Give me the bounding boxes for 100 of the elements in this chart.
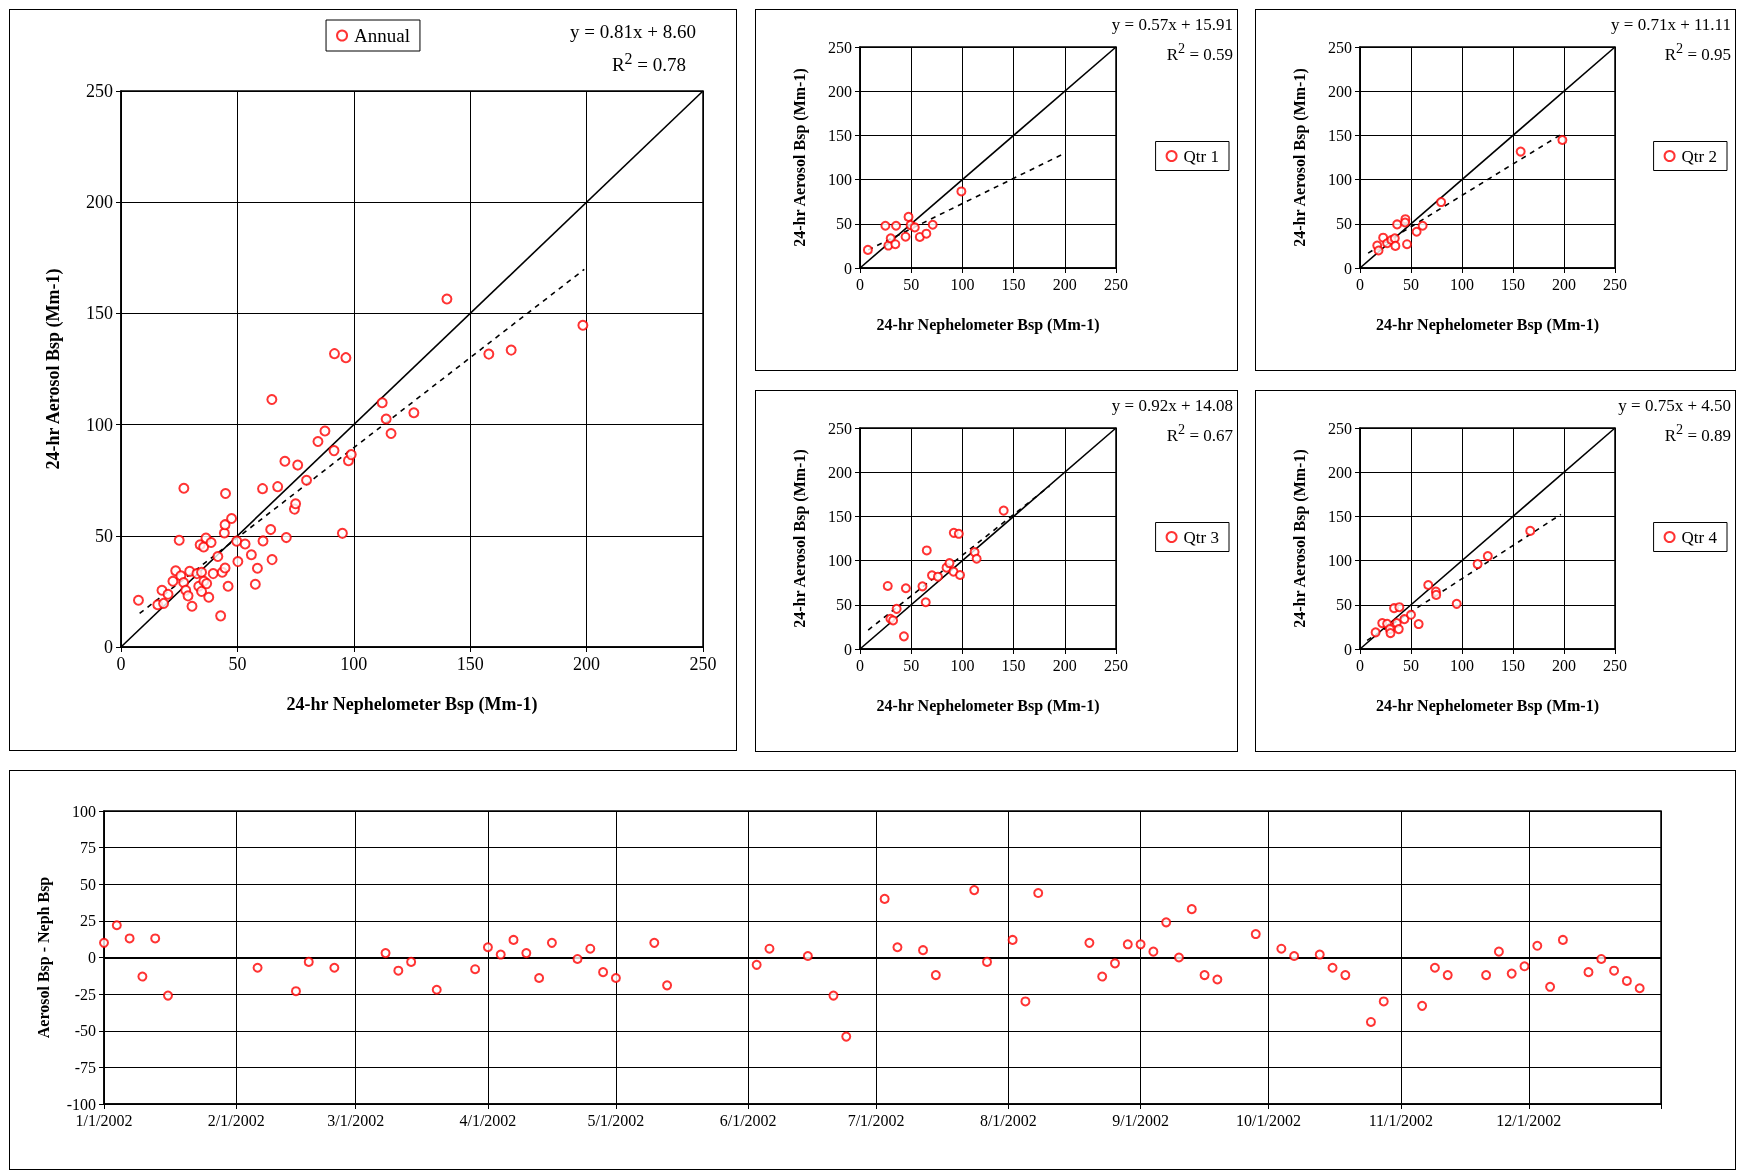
y-tick-label: 250 (828, 38, 852, 56)
legend-label: Qtr 4 (1681, 527, 1718, 547)
y-tick-label: 0 (844, 259, 852, 277)
x-tick-label: 100 (1450, 275, 1474, 293)
x-tick-label: 4/1/2002 (459, 1111, 517, 1129)
y-tick-label: 75 (80, 839, 96, 857)
x-tick-label: 0 (856, 275, 864, 293)
x-tick-label: 7/1/2002 (847, 1111, 905, 1129)
y-tick-label: 100 (1328, 552, 1352, 570)
text: R$^{2}$ = 0.59 (1165, 38, 1233, 66)
x-tick-label: 0 (1356, 656, 1364, 674)
x-tick-label: 100 (1450, 656, 1474, 674)
text: R$^{2}$ = 0.78 (610, 48, 687, 77)
y-axis-title: 24-hr Aerosol Bsp (Mm-1) (790, 449, 809, 628)
y-tick-label: 100 (86, 414, 113, 435)
y-tick-label: 50 (836, 215, 852, 233)
x-tick-label: 250 (1104, 656, 1128, 674)
x-tick-label: 0 (856, 656, 864, 674)
legend-label: Annual (354, 25, 410, 46)
y-tick-label: 100 (72, 802, 96, 820)
y-tick-label: 100 (828, 552, 852, 570)
x-tick-label: 250 (1104, 275, 1128, 293)
y-tick-label: 200 (1328, 82, 1352, 100)
y-tick-label: 25 (80, 912, 96, 930)
x-tick-label: 150 (1001, 656, 1026, 674)
x-tick-label: 250 (689, 654, 717, 674)
y-tick-label: 200 (86, 192, 113, 213)
y-tick-label: 100 (828, 171, 852, 189)
text: R$^{2}$ = 0.89 (1663, 419, 1731, 447)
x-tick-label: 5/1/2002 (587, 1111, 645, 1129)
x-tick-label: 9/1/2002 (1112, 1111, 1170, 1129)
x-tick-label: 250 (1603, 275, 1627, 293)
y-tick-label: -75 (74, 1058, 96, 1076)
x-tick-label: 8/1/2002 (979, 1111, 1037, 1129)
y-tick-label: 200 (828, 463, 852, 481)
x-tick-label: 6/1/2002 (719, 1111, 777, 1129)
x-tick-label: 150 (456, 654, 484, 674)
y-axis-title: 24-hr Aerosol Bsp (Mm-1) (42, 268, 64, 470)
y-tick-label: 150 (828, 507, 852, 525)
x-tick-label: 150 (1501, 275, 1525, 293)
x-tick-label: 50 (903, 275, 920, 293)
y-tick-label: 200 (1328, 463, 1352, 481)
x-tick-label: 200 (1052, 275, 1077, 293)
text: R$^{2}$ = 0.95 (1663, 38, 1731, 66)
x-tick-label: 1/1/2002 (75, 1111, 133, 1129)
x-tick-label: 200 (1552, 656, 1576, 674)
y-tick-label: 150 (1328, 507, 1352, 525)
text: y = 0.71x + 11.11 (1611, 14, 1731, 36)
legend-label: Qtr 1 (1183, 146, 1220, 166)
y-tick-label: 50 (1336, 596, 1352, 614)
y-tick-label: 250 (86, 81, 113, 101)
x-tick-label: 250 (1603, 656, 1627, 674)
x-axis-title: 24-hr Nephelometer Bsp (Mm-1) (286, 694, 538, 715)
x-tick-label: 100 (340, 654, 368, 674)
y-tick-label: 250 (1328, 38, 1352, 56)
x-tick-label: 11/1/2002 (1368, 1111, 1433, 1129)
text: y = 0.57x + 15.91 (1111, 14, 1233, 36)
x-tick-label: 50 (1403, 275, 1419, 293)
y-tick-label: 50 (80, 875, 96, 893)
y-tick-label: 0 (1344, 640, 1352, 658)
y-tick-label: 150 (86, 303, 113, 324)
x-tick-label: 50 (228, 654, 247, 674)
x-tick-label: 50 (903, 656, 920, 674)
x-tick-label: 2/1/2002 (207, 1111, 265, 1129)
x-axis-title: 24-hr Nephelometer Bsp (Mm-1) (876, 696, 1100, 715)
y-tick-label: 200 (828, 82, 852, 100)
x-tick-label: 200 (573, 654, 601, 674)
x-tick-label: 100 (950, 656, 975, 674)
y-tick-label: -100 (66, 1095, 96, 1113)
y-tick-label: 50 (95, 525, 113, 546)
y-tick-label: 0 (844, 640, 852, 658)
y-tick-label: 150 (1328, 126, 1352, 144)
y-axis-title: 24-hr Aerosol Bsp (Mm-1) (1290, 68, 1309, 247)
x-tick-label: 150 (1501, 656, 1525, 674)
text: y = 0.81x + 8.60 (570, 20, 696, 44)
x-tick-label: 50 (1403, 656, 1419, 674)
y-tick-label: -25 (74, 985, 96, 1003)
x-tick-label: 200 (1552, 275, 1576, 293)
y-axis-title: 24-hr Aerosol Bsp (Mm-1) (1290, 449, 1309, 628)
y-tick-label: -50 (74, 1022, 96, 1040)
y-tick-label: 50 (1336, 215, 1352, 233)
text: y = 0.75x + 4.50 (1618, 395, 1731, 417)
x-tick-label: 150 (1001, 275, 1026, 293)
y-tick-label: 100 (1328, 171, 1352, 189)
y-tick-label: 250 (1328, 419, 1352, 437)
y-axis-title: Aerosol Bsp - Neph Bsp (34, 876, 53, 1039)
x-tick-label: 200 (1052, 656, 1077, 674)
x-tick-label: 100 (950, 275, 975, 293)
y-tick-label: 0 (88, 949, 96, 966)
x-axis-title: 24-hr Nephelometer Bsp (Mm-1) (1376, 315, 1599, 334)
y-tick-label: 0 (104, 637, 113, 657)
x-tick-label: 10/1/2002 (1236, 1111, 1301, 1129)
y-tick-label: 150 (828, 126, 852, 144)
text: y = 0.92x + 14.08 (1111, 395, 1233, 417)
y-tick-label: 250 (828, 419, 852, 437)
x-tick-label: 3/1/2002 (327, 1111, 385, 1129)
x-axis-title: 24-hr Nephelometer Bsp (Mm-1) (1376, 696, 1599, 715)
y-tick-label: 50 (836, 596, 852, 614)
y-tick-label: 0 (1344, 259, 1352, 277)
y-axis-title: 24-hr Aerosol Bsp (Mm-1) (790, 68, 809, 247)
